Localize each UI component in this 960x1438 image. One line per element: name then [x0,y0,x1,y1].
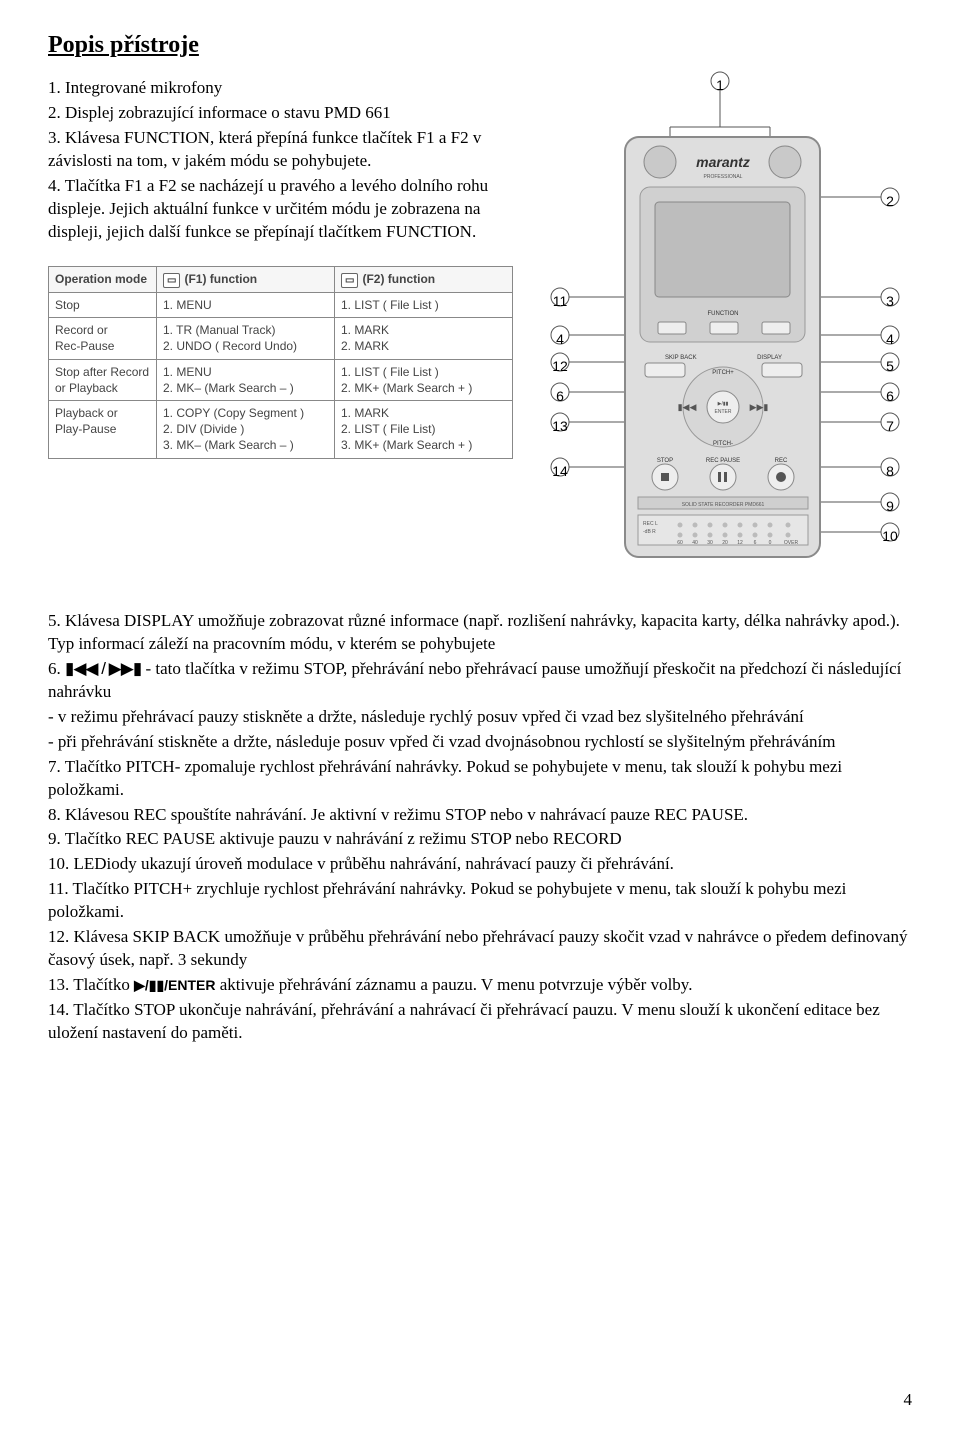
function-label: FUNCTION [708,311,739,317]
th-mode: Operation mode [49,266,157,293]
item-13-prefix: 13. Tlačítko [48,975,134,994]
item-6: 6. ▮◀◀ / ▶▶▮ - tato tlačítka v režimu ST… [48,658,912,704]
function-table: Operation mode ▭ (F1) function ▭ (F2) func… [48,266,513,459]
cell-mode: Record or Rec-Pause [49,318,157,359]
brand-label: marantz [696,154,750,170]
th-f2-label: (F2) function [362,272,435,286]
callout-6l: 6 [556,388,564,404]
table-row: Playback or Play-Pause 1. COPY (Copy Seg… [49,401,513,459]
callout-11: 11 [553,293,568,309]
cell-mode: Stop after Record or Playback [49,359,157,400]
table-row: Stop after Record or Playback 1. MENU 2.… [49,359,513,400]
item-6-text: - tato tlačítka v režimu STOP, přehráván… [48,659,901,701]
f1-key-icon: ▭ [163,273,180,289]
enter-label: ▶/▮▮ [718,401,729,407]
meter-l-label: REC L [643,521,658,527]
cell-f2: 1. LIST ( File List ) 2. MK+ (Mark Searc… [335,359,513,400]
prev-next-glyph-icon: ▮◀◀ / ▶▶▮ [65,659,141,678]
item-6c: - v režimu přehrávací pauzy stiskněte a … [48,706,912,729]
intro-item-1: 1. Integrované mikrofony [48,77,518,100]
item-14: 14. Tlačítko STOP ukončuje nahrávání, př… [48,999,912,1045]
callout-8: 8 [886,463,894,479]
item-9: 9. Tlačítko REC PAUSE aktivuje pauzu v n… [48,828,912,851]
callout-2: 2 [886,193,894,209]
th-f1-label: (F1) function [184,272,257,286]
enter-text: ENTER [715,409,732,415]
rec-label: REC [775,458,788,464]
cell-f1: 1. MENU [157,293,335,318]
item-10: 10. LEDiody ukazují úroveň modulace v pr… [48,853,912,876]
meter-tick: 30 [707,540,713,546]
intro-item-4: 4. Tlačítka F1 a F2 se nacházejí u pravé… [48,175,518,244]
callout-7: 7 [886,418,894,434]
recpause-label: REC PAUSE [706,458,740,464]
table-row: Stop 1. MENU 1. LIST ( File List ) [49,293,513,318]
intro-column: 1. Integrované mikrofony 2. Displej zobr… [48,77,518,459]
play-pause-enter-glyph-icon: ▶/▮▮/ENTER [134,977,215,993]
intro-item-2: 2. Displej zobrazující informace o stavu… [48,102,518,125]
cell-f1: 1. MENU 2. MK– (Mark Search – ) [157,359,335,400]
item-6d: - při přehrávání stiskněte a držte, násl… [48,731,912,754]
item-13: 13. Tlačítko ▶/▮▮/ENTER aktivuje přehráv… [48,974,912,997]
meter-tick: OVER [784,540,799,546]
cell-mode: Playback or Play-Pause [49,401,157,459]
callout-6r: 6 [886,388,894,404]
page-number: 4 [904,1390,913,1410]
th-f1: ▭ (F1) function [157,266,335,293]
device-diagram: 1 2 11 3 4 4 12 5 6 6 13 7 14 8 [530,67,912,592]
callout-14: 14 [552,463,568,479]
stop-label: STOP [657,458,673,464]
cell-f2: 1. LIST ( File List ) [335,293,513,318]
callout-3: 3 [886,293,894,309]
meter-tick: 0 [769,540,772,546]
pitchp-label: PITCH+ [712,370,734,376]
f2-key-icon: ▭ [341,273,358,289]
callout-5: 5 [886,358,894,374]
item-13-text: aktivuje přehrávání záznamu a pauzu. V m… [220,975,693,994]
item-6-prefix: 6. [48,659,65,678]
skipback-label: SKIP BACK [665,355,697,361]
meter-tick: 40 [692,540,698,546]
callout-4r: 4 [886,331,894,347]
th-f2: ▭ (F2) function [335,266,513,293]
item-5: 5. Klávesa DISPLAY umožňuje zobrazovat r… [48,610,912,656]
body-text: 5. Klávesa DISPLAY umožňuje zobrazovat r… [48,610,912,1045]
callout-12: 12 [552,358,568,374]
item-11: 11. Tlačítko PITCH+ zrychluje rychlost p… [48,878,912,924]
prev-icon: ▮◀◀ [678,402,697,412]
meter-tick: 20 [722,540,728,546]
item-7: 7. Tlačítko PITCH- zpomaluje rychlost př… [48,756,912,802]
meter-db-label: -dB R [643,529,656,535]
item-12: 12. Klávesa SKIP BACK umožňuje v průběhu… [48,926,912,972]
strip-label: SOLID STATE RECORDER PMD661 [682,502,765,508]
display-label: DISPLAY [757,355,782,361]
callout-4l: 4 [556,331,564,347]
cell-mode: Stop [49,293,157,318]
intro-item-3: 3. Klávesa FUNCTION, která přepíná funkc… [48,127,518,173]
cell-f1: 1. COPY (Copy Segment ) 2. DIV (Divide )… [157,401,335,459]
pitchm-label: PITCH- [713,441,733,447]
meter-tick: 60 [677,540,683,546]
callout-1: 1 [716,77,724,93]
meter-tick: 6 [754,540,757,546]
callout-9: 9 [886,498,894,514]
next-icon: ▶▶▮ [750,402,769,412]
callout-13: 13 [552,418,568,434]
cell-f2: 1. MARK 2. LIST ( File List) 3. MK+ (Mar… [335,401,513,459]
page-title: Popis přístroje [48,32,912,59]
item-8: 8. Klávesou REC spouštíte nahrávání. Je … [48,804,912,827]
callout-10: 10 [882,528,898,544]
brand-sub-label: PROFESSIONAL [704,174,743,180]
cell-f1: 1. TR (Manual Track) 2. UNDO ( Record Un… [157,318,335,359]
cell-f2: 1. MARK 2. MARK [335,318,513,359]
table-row: Record or Rec-Pause 1. TR (Manual Track)… [49,318,513,359]
meter-tick: 12 [737,540,743,546]
